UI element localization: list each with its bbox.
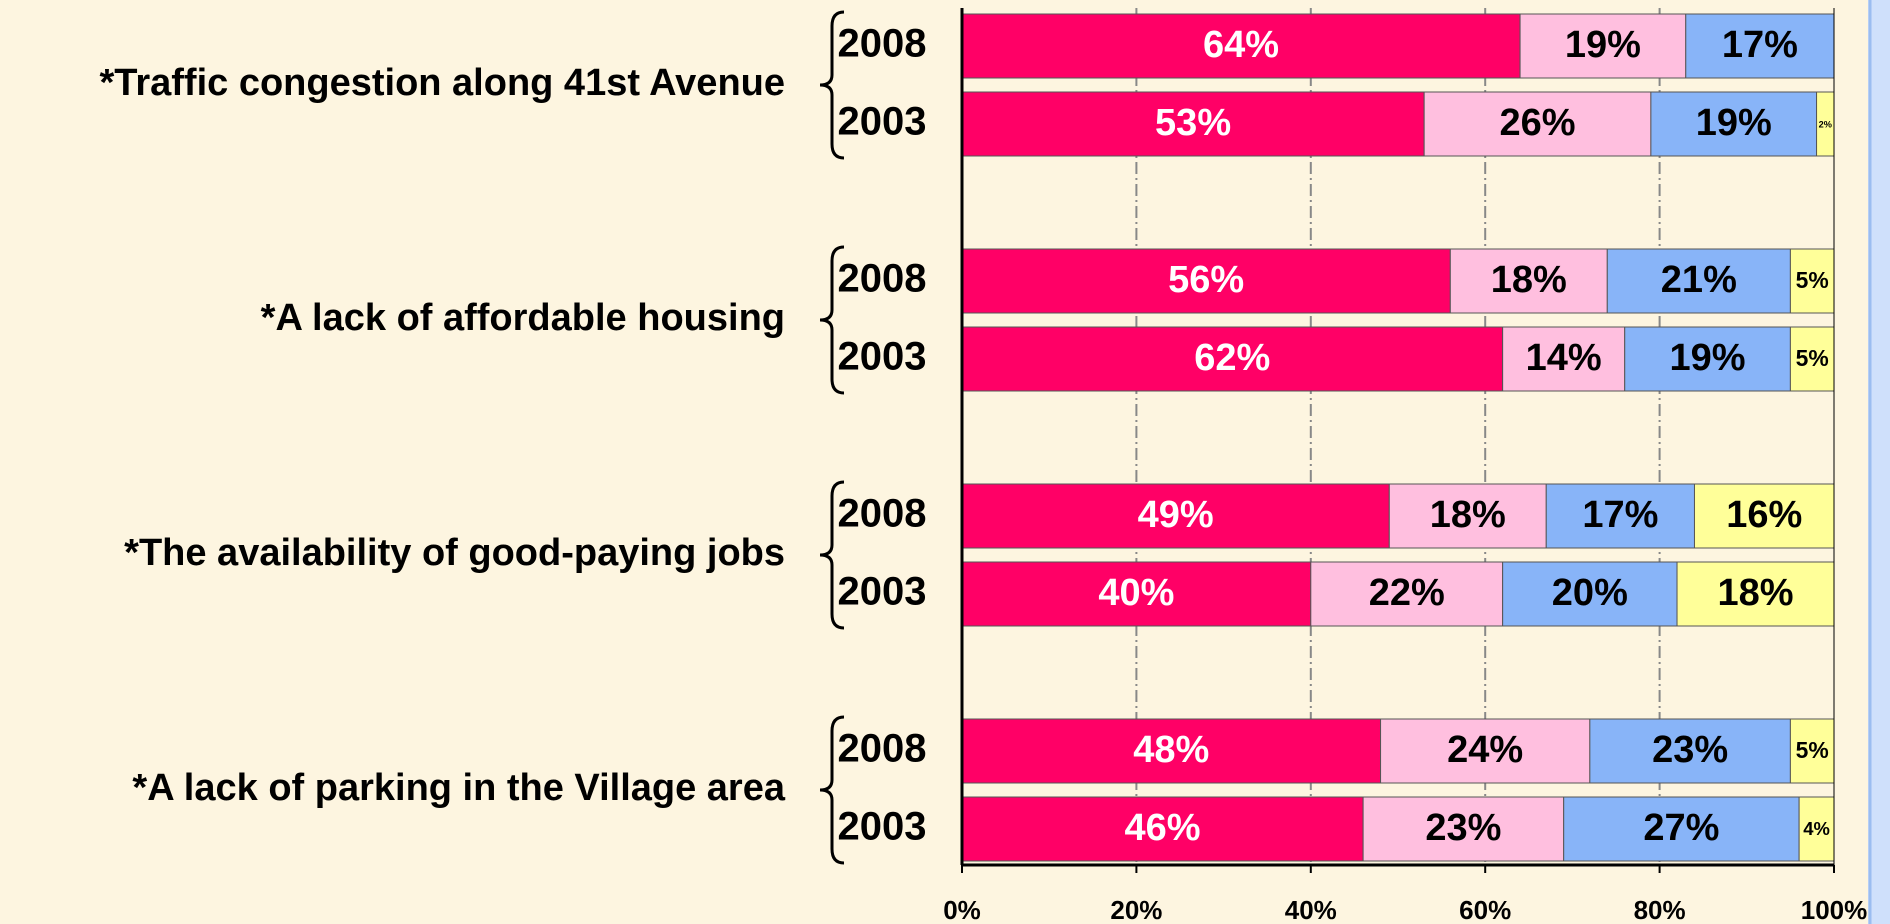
value-label: 46% xyxy=(1125,807,1201,849)
bar-segment xyxy=(961,91,1425,157)
bar-segment xyxy=(1693,483,1835,549)
year-label: 2008 xyxy=(838,257,927,301)
side-strip xyxy=(1868,0,1890,924)
x-tick-label: 60% xyxy=(1459,895,1511,924)
value-label: 17% xyxy=(1582,494,1658,536)
value-label: 17% xyxy=(1722,24,1798,66)
year-label: 2003 xyxy=(838,335,927,379)
value-label: 53% xyxy=(1155,102,1231,144)
group-label: *The availability of good-paying jobs xyxy=(124,532,785,574)
bar-segment xyxy=(1310,561,1504,627)
bar-segment xyxy=(961,561,1312,627)
value-label: 5% xyxy=(1796,737,1829,763)
bar-segment xyxy=(1685,13,1835,79)
value-label: 5% xyxy=(1796,345,1829,371)
value-label: 5% xyxy=(1796,267,1829,293)
x-tick-label: 20% xyxy=(1110,895,1162,924)
bar-segment xyxy=(961,326,1504,392)
bar-segment xyxy=(1502,326,1626,392)
bar-segment xyxy=(1519,13,1687,79)
bar-segment xyxy=(961,248,1451,314)
value-label: 22% xyxy=(1369,572,1445,614)
value-label: 4% xyxy=(1803,818,1830,839)
value-label: 19% xyxy=(1670,337,1746,379)
value-label: 48% xyxy=(1133,729,1209,771)
bar-segment xyxy=(1606,248,1791,314)
value-label: 40% xyxy=(1098,572,1174,614)
bar-segment xyxy=(961,718,1382,784)
x-tick-label: 100% xyxy=(1801,895,1868,924)
brace xyxy=(819,245,845,395)
year-label: 2003 xyxy=(838,570,927,614)
brace xyxy=(819,10,845,160)
value-label: 20% xyxy=(1552,572,1628,614)
bar-segment xyxy=(1789,718,1835,784)
value-label: 19% xyxy=(1565,24,1641,66)
value-label: 18% xyxy=(1430,494,1506,536)
bar-segment xyxy=(1589,718,1791,784)
bar-segment xyxy=(1676,561,1835,627)
group-label: *Traffic congestion along 41st Avenue xyxy=(99,62,785,104)
group-label: *A lack of affordable housing xyxy=(261,297,785,339)
year-label: 2008 xyxy=(838,727,927,771)
x-tick-label: 40% xyxy=(1285,895,1337,924)
bar-segment xyxy=(1449,248,1608,314)
bar-segment xyxy=(961,483,1390,549)
value-label: 21% xyxy=(1661,259,1737,301)
bar-segment xyxy=(961,13,1521,79)
group-label: *A lack of parking in the Village area xyxy=(132,767,785,809)
brace xyxy=(819,715,845,865)
value-label: 18% xyxy=(1491,259,1567,301)
bar-segment xyxy=(1545,483,1695,549)
year-label: 2003 xyxy=(838,805,927,849)
value-label: 23% xyxy=(1652,729,1728,771)
x-tick-label: 0% xyxy=(943,895,981,924)
value-label: 62% xyxy=(1194,337,1270,379)
value-label: 14% xyxy=(1526,337,1602,379)
bar-segment xyxy=(1789,326,1835,392)
value-label: 2% xyxy=(1819,119,1832,129)
bar-segment xyxy=(961,796,1364,862)
value-label: 19% xyxy=(1696,102,1772,144)
value-label: 56% xyxy=(1168,259,1244,301)
value-label: 64% xyxy=(1203,24,1279,66)
year-label: 2008 xyxy=(838,492,927,536)
value-label: 27% xyxy=(1643,807,1719,849)
year-label: 2003 xyxy=(838,100,927,144)
brace xyxy=(819,480,845,630)
bar-segment xyxy=(1502,561,1678,627)
bar-segment xyxy=(1624,326,1791,392)
bar-segment xyxy=(1650,91,1818,157)
bar-segment xyxy=(1362,796,1565,862)
value-label: 18% xyxy=(1717,572,1793,614)
value-label: 23% xyxy=(1425,807,1501,849)
bar-segment xyxy=(1789,248,1835,314)
bar-segment xyxy=(1380,718,1591,784)
x-tick-label: 80% xyxy=(1634,895,1686,924)
value-label: 16% xyxy=(1726,494,1802,536)
bar-segment xyxy=(1388,483,1547,549)
year-label: 2008 xyxy=(838,22,927,66)
value-label: 24% xyxy=(1447,729,1523,771)
value-label: 49% xyxy=(1138,494,1214,536)
value-label: 26% xyxy=(1499,102,1575,144)
